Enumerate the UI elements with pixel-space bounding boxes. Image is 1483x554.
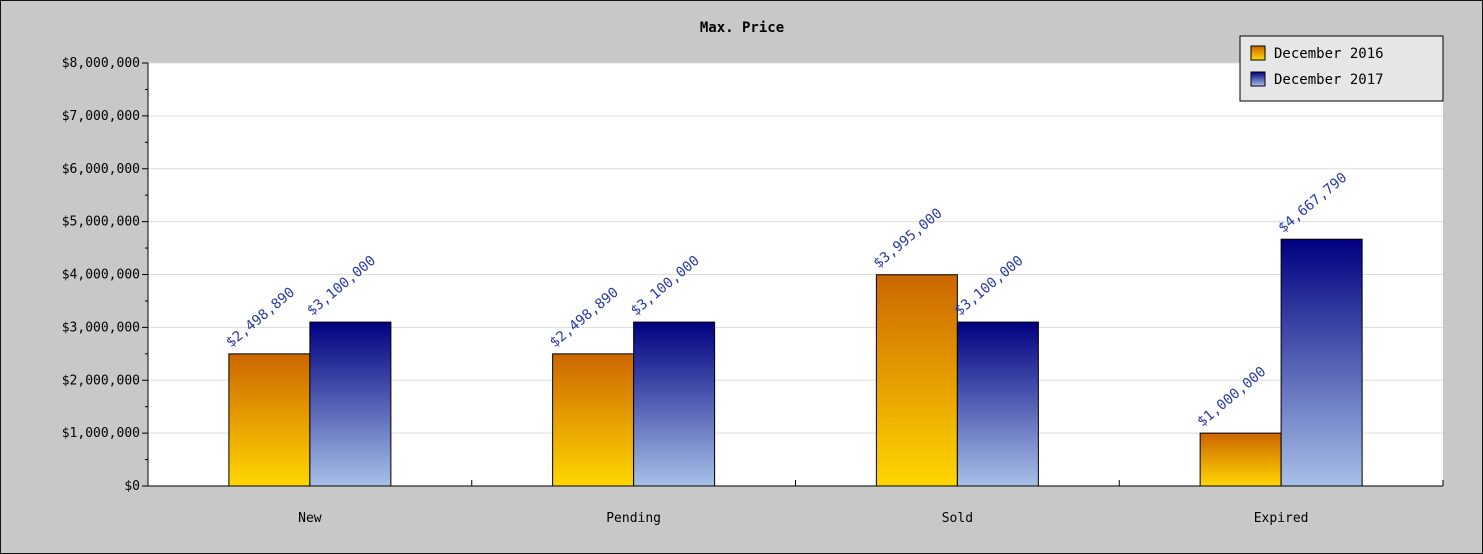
bar-december-2016-pending [552, 353, 635, 487]
legend-box [1239, 35, 1444, 102]
y-tick-label: $4,000,000 [62, 268, 140, 283]
y-tick-label: $7,000,000 [62, 109, 140, 124]
legend-swatch [1250, 71, 1266, 87]
y-tick-label: $8,000,000 [62, 56, 140, 71]
bar-december-2016-sold [875, 274, 958, 487]
x-tick-label: Expired [1254, 511, 1309, 526]
x-tick-label: Sold [942, 511, 973, 526]
x-tick-label: Pending [606, 511, 661, 526]
bar-december-2017-sold [956, 321, 1039, 487]
x-tick-label: New [298, 511, 322, 526]
bar-december-2017-expired [1280, 238, 1363, 487]
legend: December 2016 December 2017 [1239, 35, 1444, 102]
bar-december-2017-new [309, 321, 392, 487]
y-tick-label: $2,000,000 [62, 373, 140, 388]
y-tick-label: $3,000,000 [62, 320, 140, 335]
y-tick-label: $0 [124, 479, 140, 494]
y-tick-label: $1,000,000 [62, 426, 140, 441]
bar-december-2017-pending [633, 321, 716, 487]
y-tick-label: $6,000,000 [62, 162, 140, 177]
legend-label: December 2017 [1274, 72, 1384, 88]
y-tick-label: $5,000,000 [62, 215, 140, 230]
bar-december-2016-expired [1199, 432, 1282, 487]
legend-label: December 2016 [1274, 46, 1384, 62]
legend-swatch [1250, 45, 1266, 61]
chart-title: Max. Price [700, 20, 784, 36]
bar-december-2016-new [228, 353, 311, 487]
